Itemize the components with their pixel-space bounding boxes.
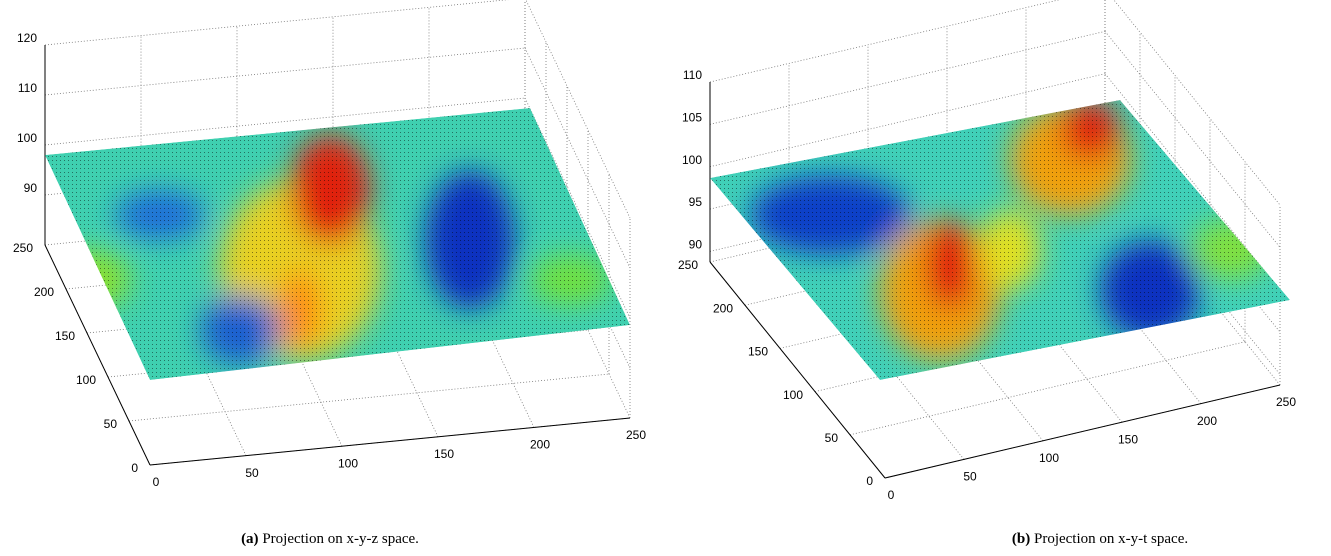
figure: 0 50 100 150 200 250 0 50 100 150 200 250 90 100 110 12…	[0, 0, 1331, 556]
caption-label: (a)	[241, 531, 259, 547]
y-tick-label: 150	[55, 329, 75, 343]
y-tick-label: 0	[866, 474, 873, 488]
x-tick-label: 0	[888, 488, 895, 502]
x-tick-label: 200	[1197, 414, 1217, 428]
grid-line	[129, 374, 609, 421]
x-tick-label: 50	[245, 466, 259, 480]
caption-a: (a) Projection on x-y-z space.	[241, 531, 419, 547]
x-tick-label: 50	[963, 470, 977, 484]
z-tick-label: 95	[689, 195, 703, 209]
y-tick-label: 0	[131, 461, 138, 475]
y-tick-label: 150	[748, 345, 768, 359]
x-axis	[885, 385, 1280, 478]
y-tick-label: 100	[783, 388, 803, 402]
x-tick-label: 250	[626, 428, 646, 442]
y-tick-label: 100	[76, 373, 96, 387]
grid-line	[45, 0, 525, 45]
y-tick-label: 250	[678, 258, 698, 272]
z-tick-label: 100	[682, 153, 702, 167]
grid-line	[45, 48, 525, 95]
y-tick-label: 200	[34, 285, 54, 299]
x-tick-label: 250	[1276, 395, 1296, 409]
x-tick-label: 150	[1118, 432, 1138, 446]
grid-line	[710, 0, 1105, 82]
y-tick-label: 250	[13, 241, 33, 255]
z-tick-label: 105	[682, 111, 702, 125]
z-tick-label: 120	[17, 31, 37, 45]
z-tick-label: 110	[683, 68, 702, 82]
caption-label: (b)	[1012, 531, 1030, 547]
caption-b: (b) Projection on x-y-t space.	[1012, 531, 1188, 547]
y-tick-label: 200	[713, 301, 733, 315]
x-tick-label: 100	[338, 456, 358, 470]
x-axis	[150, 418, 630, 465]
surface-a	[45, 108, 630, 380]
y-tick-label: 50	[104, 417, 118, 431]
z-tick-label: 100	[17, 131, 37, 145]
z-tick-label: 90	[689, 238, 703, 252]
z-tick-label: 90	[24, 181, 38, 195]
x-tick-label: 200	[530, 438, 550, 452]
caption-text: Projection on x-y-t space.	[1034, 531, 1188, 547]
x-tick-label: 100	[1039, 451, 1059, 465]
z-tick-label: 110	[18, 81, 37, 95]
x-tick-label: 0	[153, 475, 160, 489]
x-tick-label: 150	[434, 447, 454, 461]
caption-text: Projection on x-y-z space.	[262, 531, 419, 547]
surface-b	[710, 100, 1290, 380]
y-tick-label: 50	[825, 431, 839, 445]
grid-line	[710, 31, 1105, 124]
